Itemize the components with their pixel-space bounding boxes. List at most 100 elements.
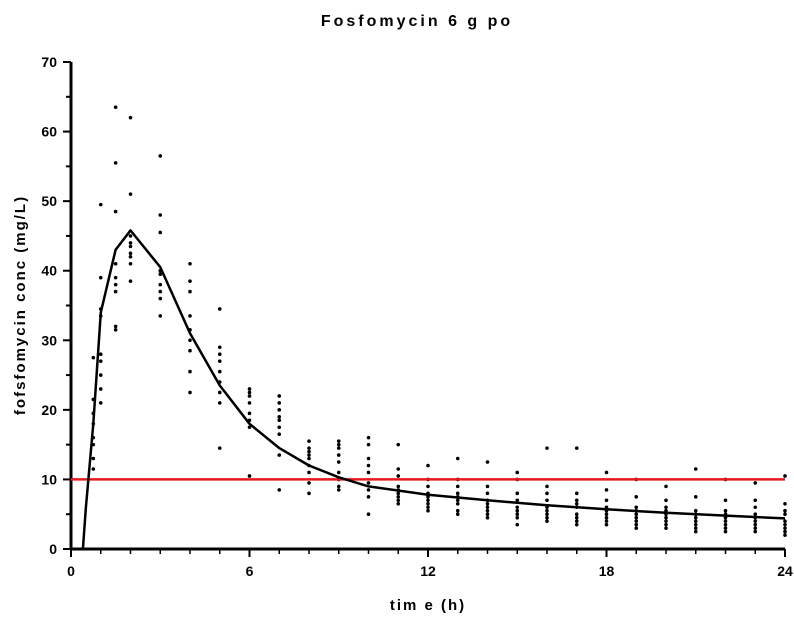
data-point (396, 495, 401, 499)
data-point (604, 519, 609, 523)
data-point (158, 272, 163, 276)
data-point (396, 484, 401, 489)
data-point (664, 498, 668, 503)
data-point (664, 519, 668, 523)
model-curve (81, 229, 786, 550)
data-point (98, 387, 103, 391)
data-point (455, 508, 460, 513)
data-point (455, 512, 460, 517)
data-point (158, 289, 163, 294)
data-point (188, 369, 192, 374)
data-point (91, 456, 96, 461)
data-point (98, 275, 103, 280)
data-point (113, 275, 118, 280)
data-point (783, 522, 787, 527)
data-point (98, 352, 103, 357)
data-point (128, 254, 133, 259)
y-tick-label: 40 (41, 263, 57, 279)
data-point (723, 508, 728, 513)
data-point (693, 519, 698, 523)
data-point (128, 234, 133, 238)
data-point (455, 501, 460, 506)
data-point (188, 348, 192, 353)
data-point (158, 213, 163, 217)
data-point (723, 529, 728, 534)
data-point (366, 481, 371, 485)
y-tick-label: 20 (41, 402, 57, 418)
data-point (396, 501, 401, 506)
data-point (604, 470, 609, 475)
data-point (98, 202, 103, 207)
data-point (604, 488, 609, 492)
data-point (783, 519, 787, 523)
data-point (693, 526, 698, 530)
data-point (664, 526, 668, 530)
data-point (634, 515, 639, 520)
data-point (277, 425, 282, 430)
x-tick-label: 0 (67, 563, 75, 579)
data-point (217, 401, 222, 405)
data-point (545, 446, 549, 450)
data-point (366, 488, 371, 492)
data-point (366, 442, 371, 447)
data-point (426, 463, 430, 468)
data-point (574, 522, 579, 527)
data-point (545, 512, 549, 517)
data-point (277, 415, 282, 419)
data-point (693, 522, 698, 527)
data-point (98, 401, 103, 405)
data-point (604, 498, 609, 503)
data-point (247, 394, 252, 398)
data-point (455, 491, 460, 496)
data-point (515, 498, 520, 503)
data-point (188, 279, 192, 283)
data-point (574, 501, 579, 506)
data-point (128, 192, 133, 196)
data-point (693, 529, 698, 534)
data-point (336, 453, 341, 457)
data-point (128, 251, 133, 256)
data-point (723, 498, 728, 503)
data-point (188, 338, 192, 343)
data-point (91, 355, 96, 360)
data-point (634, 519, 639, 523)
data-point (723, 526, 728, 530)
data-point (158, 282, 163, 287)
data-point (217, 446, 222, 450)
y-tick-label: 60 (41, 124, 57, 140)
data-point (247, 411, 252, 416)
data-point (783, 501, 787, 506)
data-point (113, 328, 118, 332)
data-point (485, 484, 490, 489)
data-point (113, 261, 118, 266)
data-point (574, 446, 579, 450)
data-point (515, 508, 520, 513)
x-tick-label: 24 (777, 563, 793, 579)
data-point (664, 522, 668, 527)
data-point (336, 439, 341, 443)
y-tick-label: 0 (49, 541, 57, 557)
data-point (188, 314, 192, 318)
data-point (693, 508, 698, 513)
data-point (91, 467, 96, 471)
data-point (247, 474, 252, 478)
data-point (366, 512, 371, 517)
data-point (723, 522, 728, 527)
data-point (455, 498, 460, 503)
data-point (277, 453, 282, 457)
data-point (455, 456, 460, 461)
data-point (485, 508, 490, 513)
data-point (485, 491, 490, 496)
data-point (307, 449, 311, 454)
data-point (426, 501, 430, 506)
data-point (247, 387, 252, 391)
data-point (336, 470, 341, 475)
data-point (545, 484, 549, 489)
data-point (783, 508, 787, 513)
y-tick-label: 70 (41, 54, 57, 70)
data-point (113, 282, 118, 287)
data-point (277, 418, 282, 423)
data-point (426, 508, 430, 513)
